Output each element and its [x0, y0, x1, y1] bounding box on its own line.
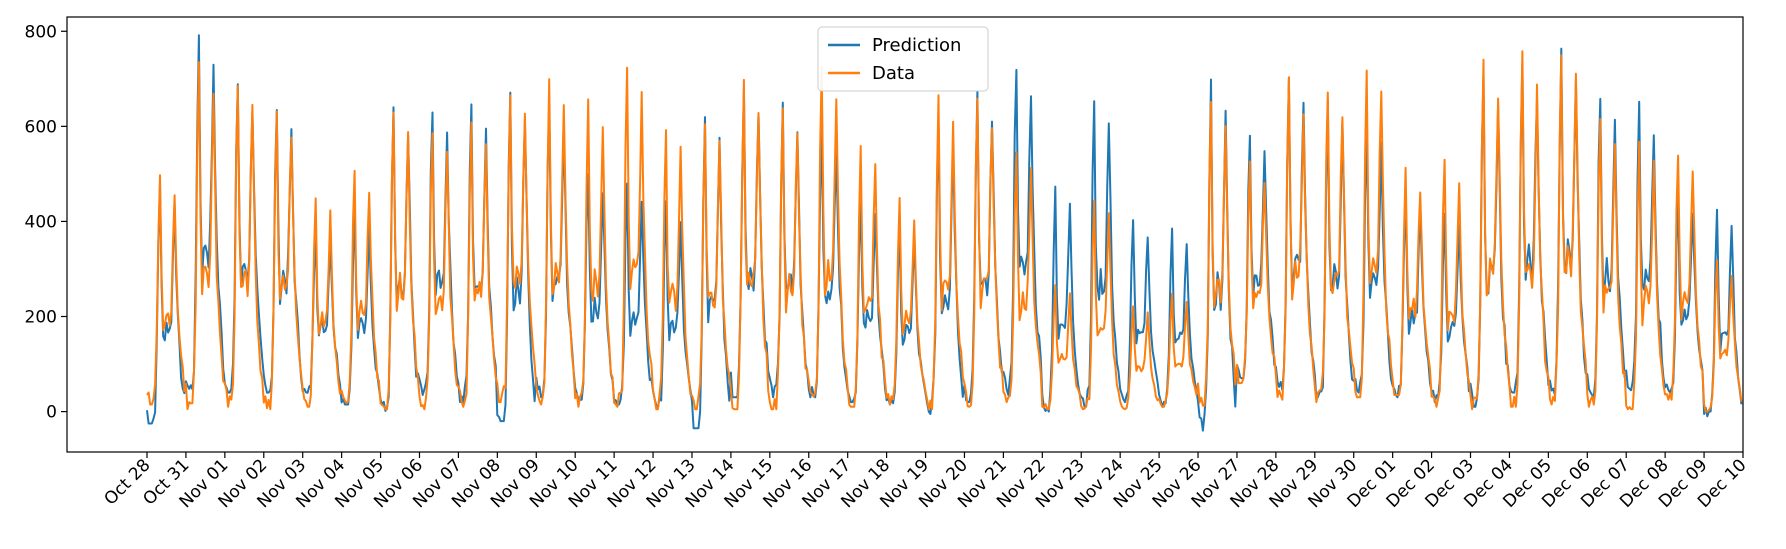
plot-frame: [66, 16, 1744, 453]
legend-label: Prediction: [872, 35, 961, 56]
legend-box: [817, 26, 989, 92]
y-tick-label: 400: [25, 212, 57, 232]
series-line-data: [146, 50, 1743, 413]
y-tick-label: 600: [25, 117, 57, 137]
y-tick-label: 800: [25, 22, 57, 42]
y-tick-label: 200: [25, 308, 57, 328]
plot-lines: [146, 34, 1743, 432]
y-axis: 0 200 400 600 800: [25, 22, 67, 423]
series-line-prediction: [146, 34, 1743, 432]
legend-label: Data: [872, 63, 915, 84]
legend: Prediction Data: [817, 26, 989, 92]
y-tick-label: 0: [46, 403, 57, 423]
